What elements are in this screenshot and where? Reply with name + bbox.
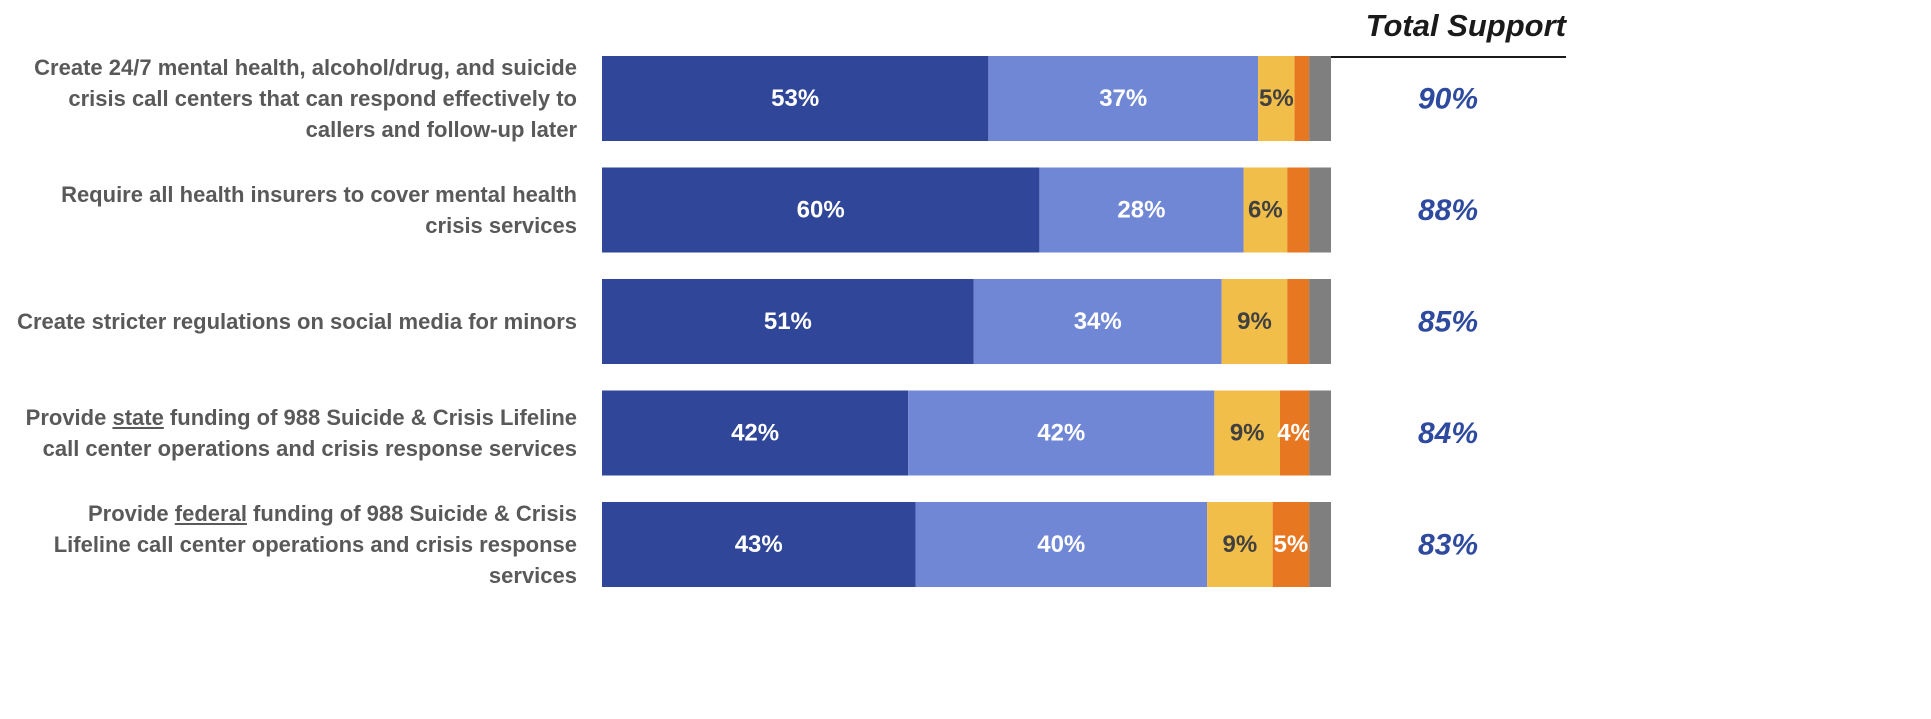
total-title: Total Support — [1366, 8, 1568, 43]
total-label: 88% — [1418, 194, 1478, 227]
value-label: 42% — [1037, 419, 1085, 446]
bar-segment — [602, 56, 989, 141]
category-label: Provide state funding of 988 Suicide & C… — [25, 405, 577, 461]
value-label: 9% — [1237, 308, 1272, 335]
category-label: Create stricter regulations on social me… — [17, 309, 577, 334]
value-label: 9% — [1223, 531, 1258, 558]
bar-segment — [1294, 56, 1310, 141]
bar-segment — [915, 502, 1208, 587]
bar-segment — [602, 167, 1040, 253]
bar-segment — [1309, 56, 1331, 141]
bar-segment — [1309, 502, 1331, 587]
value-label: 40% — [1037, 531, 1085, 558]
value-label: 5% — [1259, 85, 1294, 112]
value-label: 4% — [1277, 419, 1312, 446]
bar-segment — [1287, 167, 1310, 253]
total-label: 85% — [1418, 305, 1478, 338]
value-label: 43% — [735, 531, 783, 558]
category-label: Provide federal funding of 988 Suicide &… — [53, 501, 577, 588]
total-label: 84% — [1418, 417, 1478, 450]
bar-segment — [1039, 167, 1244, 253]
bar-segment — [602, 502, 916, 587]
bar-segment — [1258, 56, 1295, 141]
value-label: 42% — [731, 419, 779, 446]
bar-segment — [1309, 167, 1331, 253]
bar-segment — [1214, 390, 1280, 476]
value-label: 37% — [1099, 85, 1147, 112]
value-label: 6% — [1248, 196, 1283, 223]
bar-segment — [1272, 502, 1310, 587]
value-label: 9% — [1230, 419, 1265, 446]
value-label: 5% — [1274, 531, 1309, 558]
bar-segment — [1221, 279, 1288, 364]
category-label: Require all health insurers to cover men… — [61, 182, 577, 238]
bar-segment — [1279, 390, 1310, 476]
bar-segment — [1309, 279, 1331, 364]
value-label: 34% — [1074, 308, 1122, 335]
bar-segment — [1287, 279, 1310, 364]
bar-segment — [988, 56, 1259, 141]
value-label: 60% — [797, 196, 845, 223]
bar-segment — [1207, 502, 1273, 587]
bar-segment — [602, 279, 974, 364]
value-label: 51% — [764, 308, 812, 335]
value-label: 53% — [771, 85, 819, 112]
bar-segment — [1309, 390, 1331, 476]
bar-segment — [973, 279, 1222, 364]
value-label: 28% — [1117, 196, 1165, 223]
total-label: 90% — [1418, 82, 1478, 115]
category-label: Create 24/7 mental health, alcohol/drug,… — [34, 55, 577, 142]
bar-segment — [908, 390, 1215, 476]
bar-segment — [602, 390, 909, 476]
bar-segment — [1243, 167, 1288, 253]
total-label: 83% — [1418, 528, 1478, 561]
